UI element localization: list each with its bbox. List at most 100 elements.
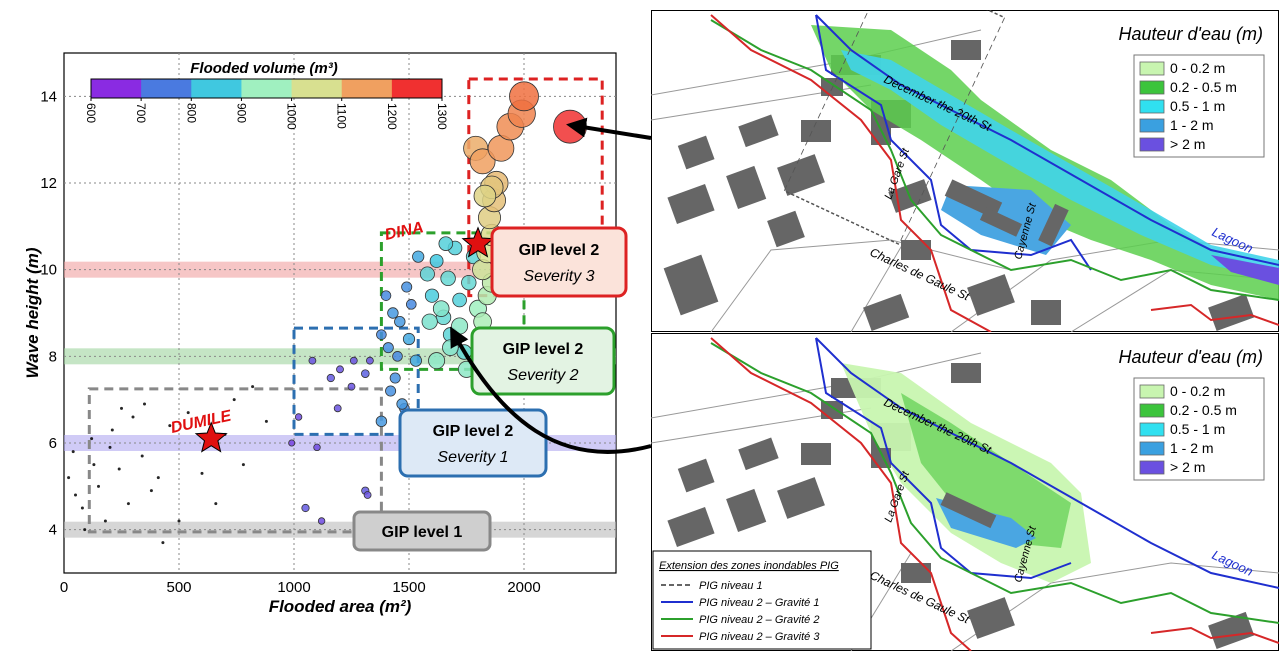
colorbar-tick-4: 1000 <box>285 103 299 130</box>
map-top-legend: 0 - 0.2 m 0.2 - 0.5 m 0.5 - 1 m 1 - 2 m > 2 … <box>1133 54 1265 158</box>
data-point-45 <box>376 329 387 340</box>
legend-swatch-2 <box>1139 99 1165 114</box>
sev3-sub: Severity 3 <box>523 268 594 285</box>
legend-label-2: 0.5 - 1 m <box>1170 421 1225 437</box>
data-point-25 <box>264 419 268 423</box>
sev2-title: GIP level 2 <box>503 341 584 358</box>
sev1-sub: Severity 1 <box>437 449 508 466</box>
legend-swatch-2 <box>1139 422 1165 437</box>
y-axis-label: Wave height (m) <box>23 247 42 378</box>
colorbar-tick-3: 900 <box>234 103 248 123</box>
data-point-63 <box>424 288 440 303</box>
data-point-74 <box>421 313 438 330</box>
data-point-64 <box>429 254 444 268</box>
map-bottom-legend-title: Hauteur d'eau (m) <box>1118 347 1263 367</box>
colorbar-frame <box>90 78 443 99</box>
legend-swatch-4 <box>1139 137 1165 152</box>
legend-swatch-0 <box>1139 61 1165 76</box>
data-point-66 <box>440 270 456 287</box>
colorbar-seg-2 <box>191 79 242 98</box>
data-point-56 <box>385 385 397 397</box>
data-point-55 <box>375 415 388 428</box>
ext-label-2: PIG niveau 2 – Gravité 2 <box>699 614 819 626</box>
colorbar-tick-7: 1300 <box>435 103 449 130</box>
sev3-label-box: GIP level 2 Severity 3 <box>490 226 628 298</box>
data-point-5 <box>92 463 96 467</box>
data-point-7 <box>103 519 107 523</box>
data-point-58 <box>396 398 408 410</box>
data-point-24 <box>251 385 255 389</box>
y-tick-5: 14 <box>40 88 57 105</box>
data-point-9 <box>117 467 121 471</box>
ext-label-1: PIG niveau 2 – Gravité 1 <box>699 597 819 609</box>
data-point-44 <box>349 356 358 365</box>
y-tick-2: 8 <box>49 348 57 365</box>
legend-swatch-0 <box>1139 384 1165 399</box>
legend-label-4: > 2 m <box>1170 136 1205 152</box>
data-point-69 <box>452 292 467 308</box>
data-point-41 <box>363 491 372 499</box>
data-point-93 <box>469 148 496 175</box>
gip1-label: GIP level 1 <box>382 524 463 541</box>
data-point-20 <box>214 502 218 506</box>
flood-scatter-chart: 0 500 1000 1500 2000 4 6 8 10 12 14 600 700 800 900 1… <box>23 52 628 616</box>
sev1-label-box: GIP level 2 Severity 1 <box>398 408 548 478</box>
legend-label-1: 0.2 - 0.5 m <box>1170 79 1237 95</box>
flood-map-bottom: December the 20th St La Gare St Cayenne … <box>651 333 1279 651</box>
colorbar: 600 700 800 900 1000 1100 1200 1300 <box>84 78 449 130</box>
data-point-70 <box>456 344 472 360</box>
data-point-52 <box>401 281 413 293</box>
data-point-28 <box>143 402 146 406</box>
data-point-38 <box>301 503 310 513</box>
legend-label-2: 0.5 - 1 m <box>1170 98 1225 114</box>
data-point-33 <box>347 382 356 391</box>
data-point-16 <box>168 424 172 428</box>
colorbar-title: Flooded volume (m³) <box>190 60 338 77</box>
data-point-27 <box>83 528 87 532</box>
y-tick-3: 10 <box>40 262 57 279</box>
data-point-50 <box>394 315 406 328</box>
y-tick-0: 4 <box>49 522 57 539</box>
data-point-97 <box>509 81 539 112</box>
legend-swatch-1 <box>1139 403 1165 418</box>
y-tick-labels: 4 6 8 10 12 14 <box>40 88 57 538</box>
colorbar-tick-5: 1100 <box>335 103 349 129</box>
data-point-91 <box>473 184 497 208</box>
x-axis-label: Flooded area (m²) <box>269 597 412 616</box>
data-point-0 <box>67 476 71 480</box>
ext-label-3: PIG niveau 2 – Gravité 3 <box>699 631 820 643</box>
legend-label-3: 1 - 2 m <box>1170 440 1214 456</box>
data-point-43 <box>333 404 342 413</box>
data-point-13 <box>149 489 153 493</box>
data-point-4 <box>90 437 94 441</box>
data-point-73 <box>438 236 454 251</box>
flood-map-top: December the 20th St La Gare St Cayenne … <box>651 10 1279 332</box>
legend-label-1: 0.2 - 0.5 m <box>1170 402 1237 418</box>
legend-label-0: 0 - 0.2 m <box>1170 383 1225 399</box>
data-point-11 <box>131 415 135 419</box>
ext-label-0: PIG niveau 1 <box>699 580 763 592</box>
sev2-sub: Severity 2 <box>507 367 578 384</box>
legend-swatch-3 <box>1139 118 1165 133</box>
data-point-79 <box>442 339 459 356</box>
colorbar-seg-1 <box>141 79 192 98</box>
data-point-37 <box>288 439 296 447</box>
legend-swatch-4 <box>1139 460 1165 475</box>
legend-label-0: 0 - 0.2 m <box>1170 60 1225 76</box>
data-point-26 <box>108 445 112 449</box>
data-point-30 <box>308 356 317 365</box>
x-tick-2: 1000 <box>277 579 310 596</box>
colorbar-tick-1: 700 <box>134 103 148 123</box>
data-point-12 <box>140 454 144 458</box>
data-point-42 <box>294 413 303 421</box>
extension-title: Extension des zones inondables PIG <box>659 560 839 572</box>
legend-label-3: 1 - 2 m <box>1170 117 1214 133</box>
data-point-77 <box>451 317 469 335</box>
data-point-75 <box>428 352 446 370</box>
colorbar-tick-2: 800 <box>184 103 198 123</box>
data-point-3 <box>80 506 84 510</box>
map-bottom-legend: 0 - 0.2 m 0.2 - 0.5 m 0.5 - 1 m 1 - 2 m > 2 … <box>1133 377 1265 481</box>
data-point-23 <box>241 463 245 467</box>
data-point-48 <box>387 307 399 319</box>
legend-swatch-1 <box>1139 80 1165 95</box>
